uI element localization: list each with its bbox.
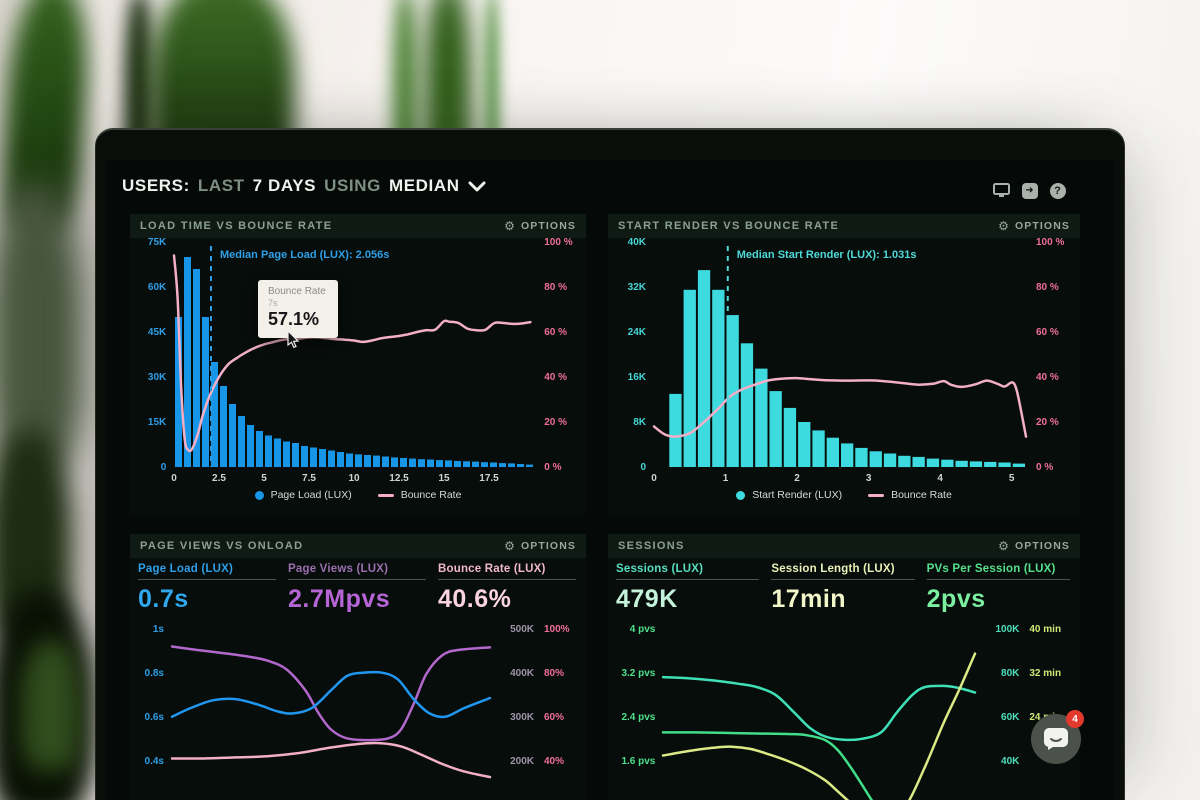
panel-header: SESSIONS ⚙ OPTIONS (608, 534, 1080, 558)
gear-icon: ⚙ (998, 219, 1011, 233)
chat-bubble-icon (1044, 728, 1068, 750)
svg-text:10: 10 (349, 473, 361, 484)
legend-dot (254, 490, 264, 500)
start-render-chart[interactable]: Median Start Render (LUX): 1.031s 0 1 2 3 4 5 (651, 242, 1028, 485)
title-part: USERS: (122, 176, 190, 195)
chevron-down-icon (468, 181, 486, 191)
legend-page-load[interactable]: Page Load (LUX) (254, 489, 352, 501)
title-part: 7 DAYS (252, 176, 317, 195)
panel-title: LOAD TIME VS BOUNCE RATE (140, 220, 333, 232)
y-axis-right: 100 % 80 % 60 % 40 % 20 % 0 % (1036, 237, 1065, 473)
options-button[interactable]: ⚙ OPTIONS (504, 219, 576, 233)
panel-start-render: START RENDER VS BOUNCE RATE ⚙ OPTIONS 40… (608, 214, 1080, 516)
chat-launcher-button[interactable]: 4 (1031, 710, 1084, 764)
dashboard-screen: USERS: LAST 7 DAYS USING MEDIAN ➜ (106, 160, 1114, 800)
share-icon[interactable]: ➜ (1021, 182, 1038, 199)
panel-header: PAGE VIEWS VS ONLOAD ⚙ OPTIONS (130, 534, 586, 558)
y-axis-right: 100 % 80 % 60 % 40 % 20 % 0 % (544, 237, 573, 473)
legend-dot (736, 490, 746, 500)
svg-text:2: 2 (794, 473, 800, 484)
svg-text:15: 15 (439, 473, 451, 484)
svg-text:5: 5 (1009, 473, 1015, 484)
sessions-chart[interactable] (662, 620, 977, 800)
legend-line (868, 493, 885, 497)
metric-pvs-per-session: PVs Per Session (LUX) 2pvs (926, 563, 1070, 614)
help-icon[interactable]: ? (1049, 182, 1066, 199)
display-icon[interactable] (993, 182, 1010, 199)
y-axis-right: 500K 100% 400K 80% 300K 60% 200K 40% (510, 623, 570, 768)
metric-sessions: Sessions (LUX) 479K (616, 563, 760, 614)
metric-page-views: Page Views (LUX) 2.7Mpvs (288, 563, 426, 614)
users-range-dropdown[interactable]: USERS: LAST 7 DAYS USING MEDIAN (122, 176, 486, 196)
svg-text:0: 0 (171, 473, 177, 484)
y-axis-left: 4 pvs 3.2 pvs 2.4 pvs 1.6 pvs (621, 623, 656, 768)
title-part: MEDIAN (388, 176, 460, 195)
svg-text:12.5: 12.5 (390, 473, 410, 484)
options-button[interactable]: ⚙ OPTIONS (504, 539, 576, 553)
metric-page-load: Page Load (LUX) 0.7s (138, 563, 276, 614)
chart-tooltip: Bounce Rate 7s 57.1% (258, 280, 338, 338)
metric-bounce-rate: Bounce Rate (LUX) 40.6% (438, 563, 576, 614)
svg-text:5: 5 (261, 473, 267, 484)
title-part: USING (324, 176, 381, 195)
plant-leaf (22, 640, 82, 770)
load-time-chart[interactable]: Median Page Load (LUX): 2.056s 0 2.5 5 7.5 10… (171, 242, 534, 485)
legend-line (377, 493, 394, 497)
legend-bounce-rate[interactable]: Bounce Rate (377, 489, 461, 501)
svg-text:4: 4 (937, 473, 943, 484)
metric-session-length: Session Length (LUX) 17min (771, 563, 915, 614)
svg-text:17.5: 17.5 (480, 473, 500, 484)
legend-start-render[interactable]: Start Render (LUX) (736, 489, 842, 501)
panel-title: SESSIONS (618, 540, 685, 552)
gear-icon: ⚙ (998, 539, 1011, 553)
panel-sessions: SESSIONS ⚙ OPTIONS Sessions (LUX) 479K S… (608, 534, 1080, 800)
mouse-cursor (287, 330, 300, 348)
chat-unread-badge: 4 (1066, 710, 1084, 728)
options-button[interactable]: ⚙ OPTIONS (998, 539, 1070, 553)
svg-text:Median Start Render (LUX): 1.0: Median Start Render (LUX): 1.031s (737, 249, 917, 261)
y-axis-left: 75K 60K 45K 30K 15K 0 (147, 237, 167, 473)
panel-header: LOAD TIME VS BOUNCE RATE ⚙ OPTIONS (130, 214, 586, 238)
gear-icon: ⚙ (504, 539, 517, 553)
svg-text:1: 1 (723, 473, 729, 484)
title-part: LAST (197, 176, 245, 195)
svg-text:Median Page Load (LUX): 2.056s: Median Page Load (LUX): 2.056s (220, 249, 389, 261)
panel-title: PAGE VIEWS VS ONLOAD (140, 540, 304, 552)
svg-text:0: 0 (651, 473, 657, 484)
gear-icon: ⚙ (504, 219, 517, 233)
legend-bounce-rate[interactable]: Bounce Rate (868, 489, 952, 501)
svg-text:7.5: 7.5 (302, 473, 316, 484)
y-axis-left: 40K 32K 24K 16K 8K 0 (627, 237, 646, 473)
panel-header: START RENDER VS BOUNCE RATE ⚙ OPTIONS (608, 214, 1080, 238)
svg-text:3: 3 (866, 473, 872, 484)
page-views-chart[interactable] (170, 620, 492, 800)
panel-load-time: LOAD TIME VS BOUNCE RATE ⚙ OPTIONS 75K 60… (130, 214, 586, 516)
options-button[interactable]: ⚙ OPTIONS (998, 219, 1070, 233)
laptop: USERS: LAST 7 DAYS USING MEDIAN ➜ (95, 128, 1125, 800)
y-axis-left: 1s 0.8s 0.6s 0.4s (144, 623, 164, 767)
panel-title: START RENDER VS BOUNCE RATE (618, 220, 840, 232)
svg-text:2.5: 2.5 (212, 473, 226, 484)
panel-page-views: PAGE VIEWS VS ONLOAD ⚙ OPTIONS Page Load… (130, 534, 586, 800)
plant-leaf (0, 180, 83, 470)
